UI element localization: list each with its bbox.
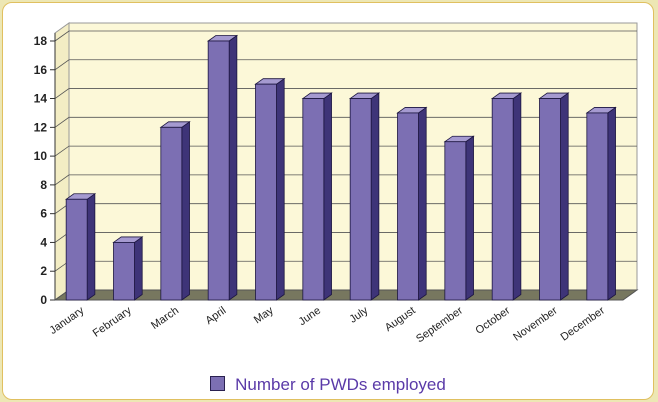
- bar-chart: 0 2 4 6 8 10 12 14 16 18 January February March Apri…: [34, 22, 639, 345]
- y-tick-label: 2: [40, 264, 47, 278]
- bar-front: [539, 98, 561, 301]
- bar-front: [586, 112, 609, 301]
- bar-side: [134, 236, 143, 301]
- x-tick-label: April: [203, 305, 228, 327]
- bar-front: [491, 98, 514, 301]
- bar: [396, 106, 428, 301]
- x-tick-label: November: [511, 304, 560, 343]
- y-axis-ticks: 0 2 4 6 8 10 12 14 16 18: [34, 33, 56, 307]
- x-tick-label: December: [559, 304, 608, 343]
- bar-side: [228, 34, 238, 301]
- y-tick-label: 0: [40, 293, 47, 307]
- bar-side: [370, 92, 380, 301]
- plot-floor: [53, 289, 639, 301]
- y-tick-label: 4: [40, 235, 47, 249]
- gridline: [54, 116, 637, 128]
- bar: [112, 236, 144, 301]
- bar-front: [397, 112, 419, 301]
- floor: [53, 289, 639, 301]
- x-tick-label: March: [149, 305, 181, 332]
- bar-side: [418, 106, 427, 301]
- bar: [301, 92, 333, 301]
- x-tick-label: October: [473, 304, 512, 336]
- bar-side: [560, 92, 569, 301]
- x-tick-label: July: [347, 304, 370, 325]
- bars: [64, 34, 617, 301]
- x-tick-label: September: [414, 304, 465, 345]
- bar-side: [181, 121, 190, 301]
- bar: [254, 77, 286, 301]
- bar-front: [65, 198, 88, 301]
- bar-side: [323, 92, 332, 301]
- bar: [159, 121, 191, 301]
- x-tick-label: May: [252, 304, 276, 326]
- y-tick-label: 8: [40, 178, 47, 192]
- x-tick-label: August: [383, 305, 418, 334]
- x-tick-label: June: [297, 305, 323, 329]
- bar-side: [465, 135, 474, 301]
- bar: [538, 92, 570, 301]
- x-axis-labels: January February March April May June July Augu…: [47, 304, 607, 345]
- bar-front: [302, 98, 325, 301]
- bar-front: [444, 141, 467, 301]
- bar: [490, 92, 523, 301]
- y-tick-label: 18: [34, 34, 48, 48]
- bar: [443, 135, 475, 301]
- bar-side: [86, 193, 96, 301]
- bar: [348, 92, 381, 301]
- legend-label: Number of PWDs employed: [235, 375, 446, 394]
- bar: [206, 34, 239, 301]
- bar-front: [349, 98, 372, 301]
- bar-front: [255, 83, 277, 301]
- x-tick-label: January: [47, 304, 86, 337]
- bar-side: [512, 92, 522, 301]
- legend: Number of PWDs employed: [3, 375, 653, 395]
- gridline: [54, 30, 637, 42]
- gridline: [54, 59, 637, 71]
- bar-side: [276, 77, 285, 301]
- y-tick-label: 14: [34, 92, 48, 106]
- legend-swatch: [210, 376, 226, 391]
- y-tick-label: 12: [34, 120, 48, 134]
- bar-side: [607, 106, 616, 301]
- bar: [585, 106, 617, 301]
- bar: [64, 193, 97, 301]
- bar-front: [207, 40, 230, 301]
- y-tick-label: 16: [34, 63, 48, 77]
- y-tick-label: 10: [34, 149, 48, 163]
- gridline: [54, 88, 637, 99]
- x-tick-label: February: [91, 304, 134, 339]
- y-tick-label: 6: [40, 207, 47, 221]
- bar-front: [160, 126, 183, 301]
- bar-front: [113, 242, 135, 301]
